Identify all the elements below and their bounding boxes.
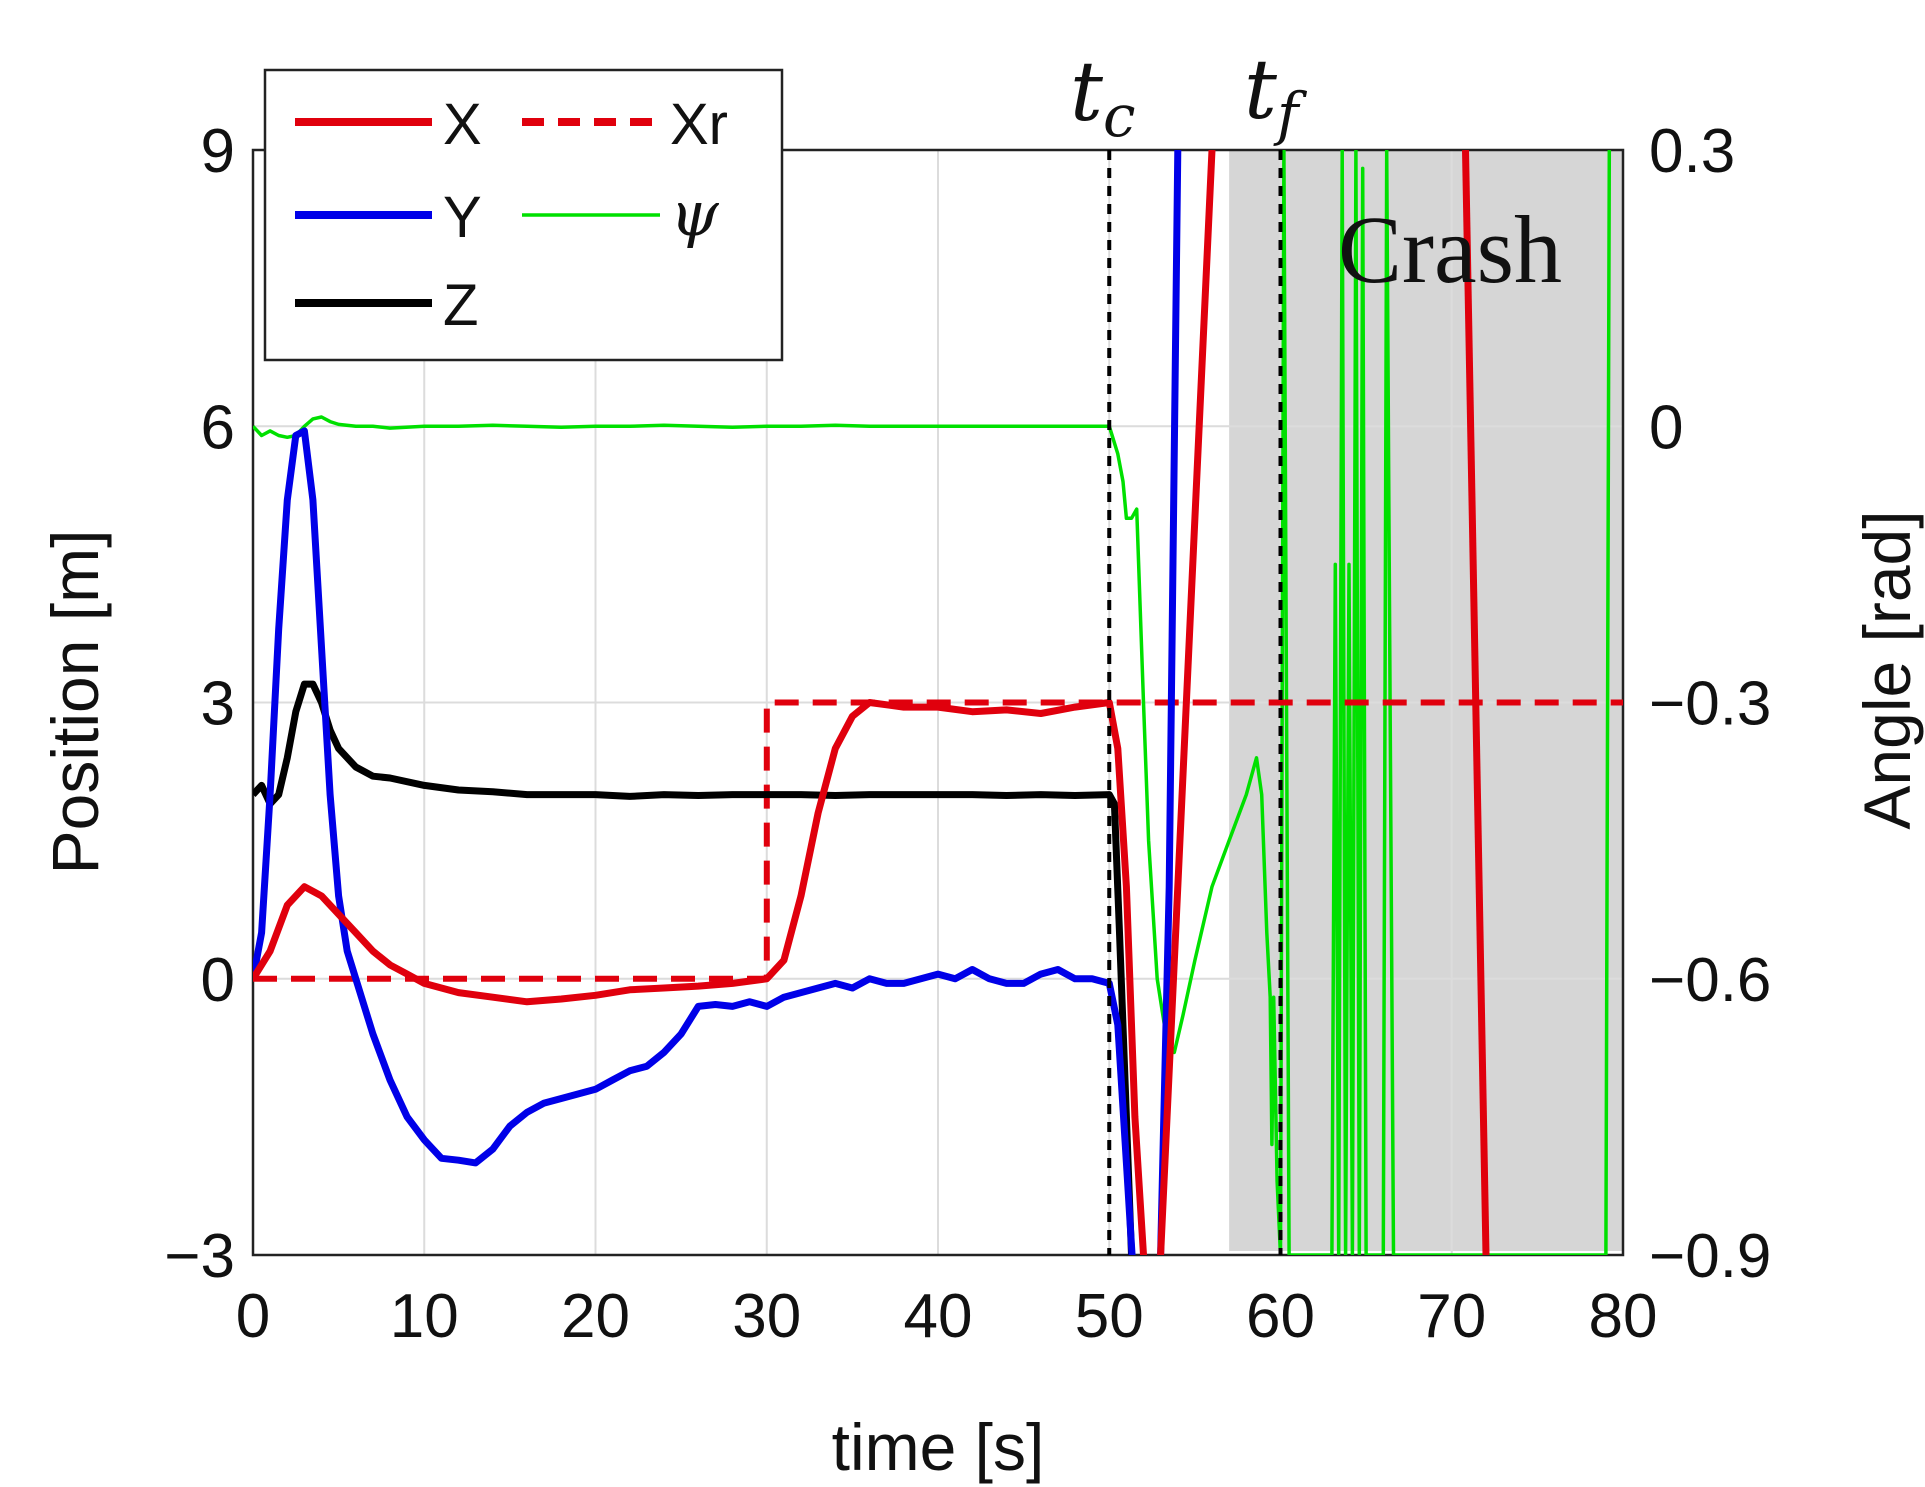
x-axis-label: time [s]: [832, 1410, 1045, 1484]
x-tick-label: 20: [561, 1282, 630, 1351]
tf-label-base: t: [1244, 43, 1278, 138]
series-layer: [253, 150, 1623, 1255]
left-y-axis-label: Position [m]: [38, 530, 112, 875]
left-y-tick-label: 3: [201, 670, 235, 739]
x-tick-label: 50: [1075, 1282, 1144, 1351]
x-tick-label: 10: [390, 1282, 459, 1351]
x-tick-label: 70: [1417, 1282, 1486, 1351]
series-psi-line: [253, 150, 1612, 1255]
left-y-tick-labels: −3 0 3 6 9: [164, 117, 235, 1291]
right-y-tick-label: −0.3: [1649, 670, 1771, 739]
tc-label-base: t: [1070, 45, 1104, 140]
right-y-tick-labels: −0.9 −0.6 −0.3 0 0.3: [1649, 117, 1771, 1291]
left-y-tick-label: 6: [201, 393, 235, 462]
left-y-tick-label: 9: [201, 117, 235, 186]
legend-label-y: Y: [443, 185, 482, 250]
right-y-tick-label: 0: [1649, 393, 1683, 462]
right-y-tick-label: −0.9: [1649, 1222, 1771, 1291]
x-tick-label: 40: [904, 1282, 973, 1351]
right-y-axis-label: Angle [rad]: [1850, 510, 1924, 829]
tf-label: tf: [1244, 43, 1308, 148]
tc-label: tc: [1070, 45, 1135, 150]
x-tick-label: 30: [732, 1282, 801, 1351]
right-y-tick-label: −0.6: [1649, 946, 1771, 1015]
legend: X Xr Y ψ Z: [263, 68, 784, 362]
series-x-line: [1462, 150, 1490, 1255]
tf-label-sub: f: [1273, 80, 1308, 148]
x-tick-label: 0: [236, 1282, 270, 1351]
legend-label-psi: ψ: [670, 177, 720, 250]
x-tick-label: 80: [1589, 1282, 1658, 1351]
left-y-tick-label: −3: [164, 1222, 235, 1291]
legend-label-x: X: [443, 92, 482, 157]
right-y-tick-label: 0.3: [1649, 117, 1735, 186]
series-xr-line: [253, 699, 1623, 982]
left-y-tick-label: 0: [201, 946, 235, 1015]
legend-label-z: Z: [443, 273, 478, 338]
crash-label: Crash: [1338, 196, 1562, 303]
series-z-line: [253, 680, 1135, 1255]
x-tick-labels: 0 10 20 30 40 50 60 70 80: [236, 1282, 1658, 1351]
legend-label-xr: Xr: [670, 92, 728, 157]
series-y-line: [253, 150, 1182, 1255]
x-tick-label: 60: [1246, 1282, 1315, 1351]
tc-label-sub: c: [1103, 82, 1135, 150]
series-x-line: [253, 150, 1216, 1255]
